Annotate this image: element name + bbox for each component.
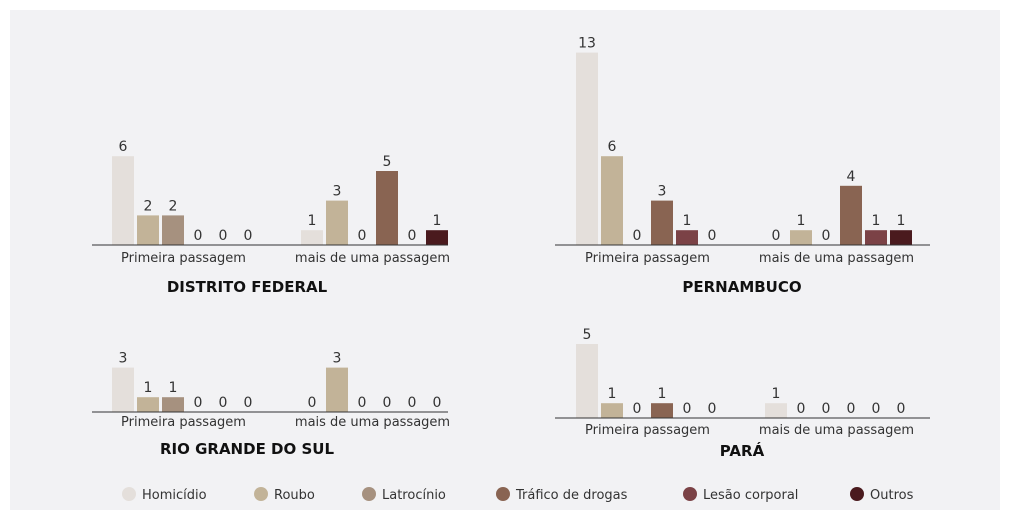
legend-label: Tráfico de drogas: [515, 488, 628, 503]
value-label: 1: [169, 380, 178, 396]
bar: [137, 215, 159, 245]
value-label: 1: [872, 213, 881, 229]
bar: [301, 230, 323, 245]
bar: [890, 230, 912, 245]
bar: [651, 403, 673, 418]
value-label: 2: [169, 198, 178, 214]
value-label: 0: [408, 228, 417, 244]
value-label: 0: [358, 228, 367, 244]
bar: [137, 397, 159, 412]
bar: [765, 403, 787, 418]
value-label: 0: [772, 228, 781, 244]
legend-swatch: [496, 487, 510, 501]
bar: [112, 367, 134, 412]
value-label: 0: [708, 228, 717, 244]
value-label: 0: [872, 401, 881, 417]
value-label: 0: [797, 401, 806, 417]
legend-label: Lesão corporal: [703, 488, 798, 503]
legend-label: Latrocínio: [382, 488, 446, 503]
bar: [676, 230, 698, 245]
x-tick-label: Primeira passagem: [585, 251, 710, 266]
bar: [112, 156, 134, 245]
value-label: 0: [683, 401, 692, 417]
legend-swatch: [362, 487, 376, 501]
value-label: 5: [583, 327, 592, 343]
value-label: 0: [822, 401, 831, 417]
bar: [576, 344, 598, 418]
value-label: 0: [194, 228, 203, 244]
value-label: 1: [897, 213, 906, 229]
value-label: 0: [897, 401, 906, 417]
panel: [10, 10, 1000, 510]
value-label: 1: [144, 380, 153, 396]
legend-swatch: [122, 487, 136, 501]
legend-label: Roubo: [274, 488, 315, 503]
bar: [840, 185, 862, 245]
legend-label: Homicídio: [142, 488, 207, 503]
chart-title: PARÁ: [720, 441, 765, 460]
value-label: 0: [408, 395, 417, 411]
value-label: 0: [244, 395, 253, 411]
bar: [376, 171, 398, 245]
value-label: 0: [219, 228, 228, 244]
value-label: 0: [244, 228, 253, 244]
value-label: 3: [119, 351, 128, 367]
chart-title: RIO GRANDE DO SUL: [160, 440, 334, 458]
value-label: 0: [633, 228, 642, 244]
value-label: 2: [144, 198, 153, 214]
bar: [162, 397, 184, 412]
value-label: 1: [308, 213, 317, 229]
x-tick-label: Primeira passagem: [121, 415, 246, 430]
value-label: 0: [194, 395, 203, 411]
value-label: 0: [633, 401, 642, 417]
value-label: 3: [333, 184, 342, 200]
x-tick-label: mais de uma passagem: [759, 251, 914, 266]
x-tick-label: mais de uma passagem: [759, 423, 914, 438]
bar: [576, 52, 598, 245]
legend-swatch: [850, 487, 864, 501]
chart-title: PERNAMBUCO: [682, 278, 801, 296]
x-tick-label: mais de uma passagem: [295, 251, 450, 266]
value-label: 13: [578, 36, 596, 52]
value-label: 0: [383, 395, 392, 411]
legend-swatch: [683, 487, 697, 501]
value-label: 0: [822, 228, 831, 244]
legend-label: Outros: [870, 488, 914, 503]
value-label: 6: [119, 139, 128, 155]
value-label: 1: [608, 386, 617, 402]
value-label: 0: [708, 401, 717, 417]
chart-title: DISTRITO FEDERAL: [167, 278, 328, 296]
value-label: 3: [333, 351, 342, 367]
value-label: 1: [683, 213, 692, 229]
bar: [601, 156, 623, 245]
value-label: 1: [772, 386, 781, 402]
bar: [651, 200, 673, 245]
value-label: 0: [308, 395, 317, 411]
bar: [790, 230, 812, 245]
bar: [162, 215, 184, 245]
value-label: 6: [608, 139, 617, 155]
value-label: 1: [658, 386, 667, 402]
value-label: 1: [433, 213, 442, 229]
value-label: 0: [219, 395, 228, 411]
value-label: 0: [433, 395, 442, 411]
x-tick-label: Primeira passagem: [585, 423, 710, 438]
bar: [426, 230, 448, 245]
value-label: 4: [847, 169, 856, 185]
bar: [601, 403, 623, 418]
bar: [326, 367, 348, 412]
value-label: 5: [383, 154, 392, 170]
bar: [326, 200, 348, 245]
x-tick-label: mais de uma passagem: [295, 415, 450, 430]
value-label: 1: [797, 213, 806, 229]
x-tick-label: Primeira passagem: [121, 251, 246, 266]
value-label: 0: [847, 401, 856, 417]
value-label: 3: [658, 184, 667, 200]
bar: [865, 230, 887, 245]
value-label: 0: [358, 395, 367, 411]
legend-swatch: [254, 487, 268, 501]
